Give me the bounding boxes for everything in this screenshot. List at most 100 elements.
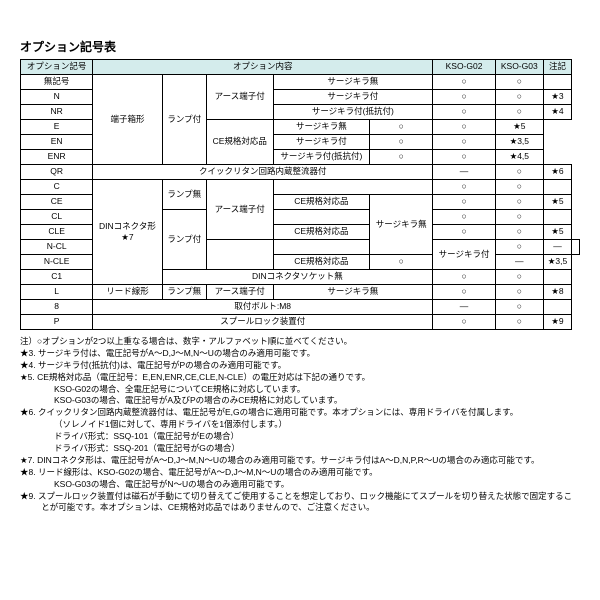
note: KSO-G03の場合、電圧記号がA及びPの場合のみCE規格に対応しています。 bbox=[20, 395, 580, 407]
note: ★3. サージキラ付は、電圧記号がA～D,J～M,N～Uの場合のみ適用可能です。 bbox=[20, 348, 580, 360]
c bbox=[543, 300, 572, 315]
c: ランプ付 bbox=[162, 75, 206, 165]
c: ○ bbox=[433, 225, 496, 240]
c: ○ bbox=[495, 165, 543, 180]
c: CLE bbox=[21, 225, 93, 240]
c: CE規格対応品 bbox=[206, 120, 273, 165]
c: ○ bbox=[495, 210, 543, 225]
c: ○ bbox=[495, 240, 543, 255]
h: オプション記号 bbox=[21, 60, 93, 75]
c bbox=[543, 210, 572, 225]
c: ★4 bbox=[543, 105, 572, 120]
c: サージキラ付 bbox=[273, 90, 433, 105]
c: ★3,5 bbox=[495, 135, 543, 150]
c: CE規格対応品 bbox=[273, 225, 370, 240]
c: — bbox=[433, 165, 496, 180]
c: DINコネクタソケット無 bbox=[162, 270, 432, 285]
note: 注）○オプションが2つ以上重なる場合は、数字・アルファベット順に並べてください。 bbox=[20, 336, 580, 348]
c: ランプ無 bbox=[162, 180, 206, 210]
c: ○ bbox=[433, 120, 496, 135]
c: サージキラ付(抵抗付) bbox=[273, 105, 433, 120]
c: リード線形 bbox=[93, 285, 162, 300]
c: CE規格対応品 bbox=[273, 195, 370, 210]
c: — bbox=[495, 255, 543, 270]
c: ○ bbox=[433, 150, 496, 165]
c: ○ bbox=[433, 210, 496, 225]
c: ○ bbox=[495, 105, 543, 120]
note: KSO-G03の場合、電圧記号がN～Uの場合のみ適用可能です。 bbox=[20, 479, 580, 491]
c: NR bbox=[21, 105, 93, 120]
c: サージキラ付(抵抗付) bbox=[273, 150, 370, 165]
c: アース端子付 bbox=[206, 180, 273, 240]
c: C bbox=[21, 180, 93, 195]
c: CL bbox=[21, 210, 93, 225]
c bbox=[543, 180, 572, 195]
c: サージキラ付 bbox=[433, 240, 496, 270]
c: ★5 bbox=[543, 225, 572, 240]
c: CE bbox=[21, 195, 93, 210]
c: スプールロック装置付 bbox=[93, 315, 433, 330]
c: CE規格対応品 bbox=[273, 255, 370, 270]
c: ランプ付 bbox=[162, 210, 206, 270]
c: E bbox=[21, 120, 93, 135]
c: N-CLE bbox=[21, 255, 93, 270]
c: ★5 bbox=[495, 120, 543, 135]
c: ○ bbox=[495, 180, 543, 195]
c: ランプ無 bbox=[162, 285, 206, 300]
c: ★3 bbox=[543, 90, 572, 105]
c: EN bbox=[21, 135, 93, 150]
c: ○ bbox=[370, 255, 433, 270]
c: 端子箱形 bbox=[93, 75, 162, 165]
c bbox=[206, 240, 273, 270]
option-table: オプション記号 オプション内容 KSO-G02 KSO-G03 注記 無記号 端… bbox=[20, 59, 580, 330]
c: ○ bbox=[495, 315, 543, 330]
note: KSO-G02の場合、全電圧記号についてCE規格に対応しています。 bbox=[20, 384, 580, 396]
note: ★4. サージキラ付(抵抗付)は、電圧記号がPの場合のみ適用可能です。 bbox=[20, 360, 580, 372]
c: ○ bbox=[495, 75, 543, 90]
c: ○ bbox=[495, 90, 543, 105]
c bbox=[543, 270, 572, 285]
c: サージキラ無 bbox=[273, 75, 433, 90]
c: サージキラ無 bbox=[273, 120, 370, 135]
c: N bbox=[21, 90, 93, 105]
c: 取付ボルト:M8 bbox=[93, 300, 433, 315]
c: アース端子付 bbox=[206, 75, 273, 120]
note: ★6. クイックリタン回路内蔵整流器付は、電圧記号がE,Gの場合に適用可能です。… bbox=[20, 407, 580, 419]
c: ○ bbox=[495, 270, 543, 285]
c: ○ bbox=[433, 90, 496, 105]
note: ★5. CE規格対応品（電圧記号：E,EN,ENR,CE,CLE,N-CLE）の… bbox=[20, 372, 580, 384]
c: クイックリタン回路内蔵整流器付 bbox=[93, 165, 433, 180]
c: ○ bbox=[433, 75, 496, 90]
c: 8 bbox=[21, 300, 93, 315]
c: ○ bbox=[370, 135, 433, 150]
c bbox=[572, 240, 580, 255]
c: ○ bbox=[433, 315, 496, 330]
c: L bbox=[21, 285, 93, 300]
c: サージキラ無 bbox=[370, 195, 433, 255]
c: ★8 bbox=[543, 285, 572, 300]
note: ★8. リード線形は、KSO-G02の場合、電圧記号がA～D,J～M,N～Uの場… bbox=[20, 467, 580, 479]
note: ドライバ形式：SSQ-101（電圧記号がEの場合） bbox=[20, 431, 580, 443]
c: ○ bbox=[433, 105, 496, 120]
c: ★6 bbox=[543, 165, 572, 180]
c: P bbox=[21, 315, 93, 330]
c: ○ bbox=[495, 285, 543, 300]
c: ★5 bbox=[543, 195, 572, 210]
c bbox=[543, 75, 572, 90]
c: ○ bbox=[433, 180, 496, 195]
c: ○ bbox=[495, 300, 543, 315]
c: ★4,5 bbox=[495, 150, 543, 165]
c bbox=[273, 210, 370, 225]
c: サージキラ付 bbox=[273, 135, 370, 150]
c: ○ bbox=[495, 225, 543, 240]
c: ★9 bbox=[543, 315, 572, 330]
c: C1 bbox=[21, 270, 93, 285]
note: ドライバ形式：SSQ-201（電圧記号がGの場合） bbox=[20, 443, 580, 455]
c: — bbox=[543, 240, 572, 255]
c: ○ bbox=[433, 270, 496, 285]
c: 無記号 bbox=[21, 75, 93, 90]
c: QR bbox=[21, 165, 93, 180]
c: アース端子付 bbox=[206, 285, 273, 300]
c: サージキラ無 bbox=[273, 285, 433, 300]
table-title: オプション記号表 bbox=[20, 38, 580, 55]
